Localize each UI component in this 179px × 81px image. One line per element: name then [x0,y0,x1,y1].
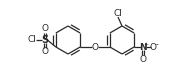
Text: +: + [144,42,149,47]
Text: -: - [155,40,158,49]
Text: Cl: Cl [28,35,37,44]
Text: O: O [140,55,147,64]
Text: N: N [139,43,147,52]
Text: O: O [41,24,48,33]
Text: O: O [41,47,48,56]
Text: S: S [41,35,49,45]
Text: Cl: Cl [113,9,122,17]
Text: O: O [91,43,98,52]
Text: O: O [150,43,157,52]
